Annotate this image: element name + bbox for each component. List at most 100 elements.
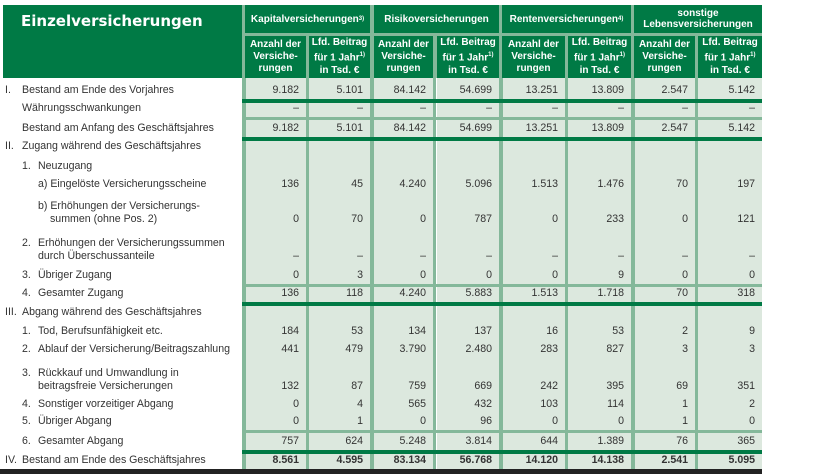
cell-value: 136 xyxy=(281,287,299,299)
group-header-label: Risikoversicherungen xyxy=(384,13,489,25)
cell-value: 0 xyxy=(552,269,558,281)
footnote-marker: 1) xyxy=(619,52,625,59)
cell-value: 4 xyxy=(357,398,363,410)
row-label: 3. Rückkauf und Umwandlung in beitragsfrei… xyxy=(0,367,242,393)
cell-value: 9.182 xyxy=(272,84,299,96)
row-label-text-cont: summen (ohne Pos. 2) xyxy=(50,213,158,225)
row-label: 4. Sonstiger vorzeitiger Abgang xyxy=(0,398,242,411)
column-background xyxy=(437,78,499,469)
cell-value: 76 xyxy=(676,435,688,447)
premium-column-header: Lfd. Beitrag für 1 Jahr1) in Tsd. € xyxy=(698,36,762,78)
cell-value: 70 xyxy=(676,287,688,299)
cell-value: 5.095 xyxy=(728,454,755,466)
cell-value: 53 xyxy=(351,325,363,337)
cell-value: 184 xyxy=(281,325,299,337)
row-label: b) Erhöhungen der Versicherungs-summen (… xyxy=(0,200,242,226)
count-column-header: Anzahl der Versiche-rungen xyxy=(634,36,695,78)
row-label-text: Neuzugang xyxy=(38,160,93,172)
row-number: 3. xyxy=(22,269,31,281)
table-row: 2. Erhöhungen der Versicherungssummen durc… xyxy=(0,229,762,265)
cell-value: 565 xyxy=(408,398,426,410)
cell-value: 1.718 xyxy=(597,287,624,299)
count-header-label: Anzahl der Versiche-rungen xyxy=(507,39,560,74)
table-row: Bestand am Anfang des Geschäftsjahres 9.1… xyxy=(0,121,762,137)
cell-value: 9 xyxy=(749,325,755,337)
row-label: III. Abgang während des Geschäftsjahres xyxy=(0,306,242,319)
cell-value: – xyxy=(420,250,426,262)
cell-value: 242 xyxy=(540,380,558,392)
group-header-label: Rentenversicherungen xyxy=(509,13,619,25)
row-label-text: Abgang während des Geschäftsjahres xyxy=(22,306,202,318)
cell-value: 0 xyxy=(293,398,299,410)
row-separator xyxy=(242,430,762,433)
row-separator xyxy=(242,284,762,287)
row-separator xyxy=(242,302,762,306)
cell-value: 787 xyxy=(474,213,492,225)
cell-value: 0 xyxy=(293,415,299,427)
cell-value: 103 xyxy=(540,398,558,410)
table-row: a) Eingelöste Versicherungsscheine 136 45 4… xyxy=(0,176,762,193)
cell-value: 134 xyxy=(408,325,426,337)
premium-header-label: Lfd. Beitrag für 1 Jahr1) in Tsd. € xyxy=(702,37,758,76)
cell-value: 0 xyxy=(420,415,426,427)
row-number: 2. xyxy=(22,237,31,249)
cell-value: 0 xyxy=(552,213,558,225)
row-separator xyxy=(242,137,762,141)
cell-value: 118 xyxy=(346,287,363,299)
table-row: 3. Übriger Zugang 0 3 0 0 0 9 0 0 xyxy=(0,266,762,284)
row-label: 2. Erhöhungen der Versicherungssummen durc… xyxy=(0,237,242,263)
cell-value: – xyxy=(552,250,558,262)
cell-value: 644 xyxy=(540,435,558,447)
cell-value: 84.142 xyxy=(393,122,426,134)
count-header-label: Anzahl der Versiche-rungen xyxy=(638,39,691,74)
cell-value: 479 xyxy=(345,343,363,355)
group-header-label: Kapitalversicherungen xyxy=(250,13,359,25)
cell-value: 0 xyxy=(293,269,299,281)
cell-value: 96 xyxy=(480,415,492,427)
column-divider xyxy=(499,78,503,469)
table-row: Währungsschwankungen – – – – – – – – xyxy=(0,102,762,117)
cell-value: 5.142 xyxy=(728,122,755,134)
footnote-marker: 4) xyxy=(618,15,624,22)
cell-value: – xyxy=(486,250,492,262)
row-label: 6. Gesamter Abgang xyxy=(0,435,242,448)
cell-value: 2 xyxy=(682,325,688,337)
group-header: sonstige Lebensversicherungen xyxy=(634,5,762,33)
column-divider xyxy=(565,78,568,469)
row-separator xyxy=(242,99,762,103)
row-label-text: Gesamter Abgang xyxy=(38,435,124,447)
column-divider xyxy=(242,78,246,469)
cell-value: 759 xyxy=(408,380,426,392)
cell-value: 13.251 xyxy=(525,122,558,134)
table-row: 1. Tod, Berufsunfähigkeit etc. 184 53 134 137… xyxy=(0,321,762,340)
cell-value: 0 xyxy=(486,269,492,281)
row-number: 4. xyxy=(22,287,31,299)
cell-value: – xyxy=(682,102,688,114)
cell-value: 70 xyxy=(676,178,688,190)
row-label-text: Bestand am Anfang des Geschäftsjahres xyxy=(22,122,214,134)
row-label: 1. Neuzugang xyxy=(0,160,242,173)
row-label: 4. Gesamter Zugang xyxy=(0,287,242,300)
footnote-marker: 3) xyxy=(358,15,365,22)
premium-column-header: Lfd. Beitrag für 1 Jahr1) in Tsd. € xyxy=(568,36,631,78)
table-row: III. Abgang während des Geschäftsjahres xyxy=(0,306,762,321)
cell-value: 13.809 xyxy=(591,84,624,96)
cell-value: – xyxy=(420,102,426,114)
cell-value: 3.814 xyxy=(465,435,492,447)
footnote-marker: 1) xyxy=(488,52,494,59)
cell-value: 4.240 xyxy=(399,178,426,190)
premium-header-label: Lfd. Beitrag für 1 Jahr1) in Tsd. € xyxy=(440,37,496,76)
row-label-text: Übriger Abgang xyxy=(38,415,112,427)
cell-value: 5.101 xyxy=(336,122,363,134)
cell-value: 1.513 xyxy=(531,287,558,299)
cell-value: 3 xyxy=(357,269,363,281)
column-background xyxy=(634,78,695,469)
cell-value: 87 xyxy=(351,380,363,392)
cell-value: 9.182 xyxy=(272,122,299,134)
cell-value: 16 xyxy=(546,325,558,337)
table-row: b) Erhöhungen der Versicherungs-summen (… xyxy=(0,193,762,228)
row-label: 3. Übriger Zugang xyxy=(0,269,242,282)
cell-value: 365 xyxy=(737,435,755,447)
cell-value: 14.120 xyxy=(525,454,558,466)
row-label: 2. Ablauf der Versicherung/Beitragszahlun… xyxy=(0,343,242,356)
